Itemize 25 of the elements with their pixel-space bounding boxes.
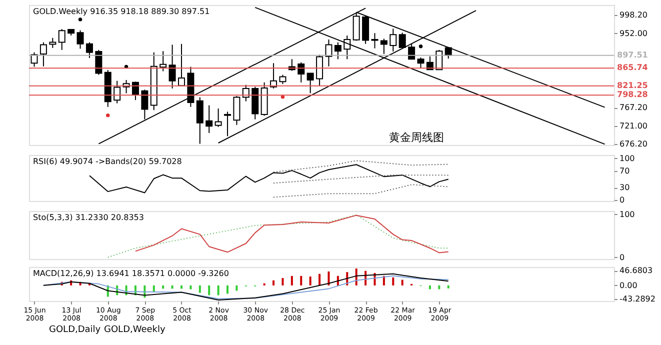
y-tick-label: 0 — [620, 252, 625, 262]
annotation: 黄金周线图 — [389, 131, 444, 144]
ref-line-label: 821.25 — [617, 80, 648, 90]
chart-title: Sto(5,3,3) 31.2330 20.8353 — [33, 213, 144, 222]
y-tick-label: 100 — [620, 210, 635, 219]
chart-title: GOLD.Weekly 916.35 918.18 889.30 897.51 — [33, 7, 210, 16]
y-tick-label: 0.00 — [620, 280, 638, 290]
ref-line-label: 798.28 — [617, 90, 648, 100]
y-tick-label: 0 — [620, 196, 625, 205]
y-tick-label: 46.6803 — [620, 266, 653, 276]
y-tick-label: 30 — [620, 183, 630, 192]
y-tick-label: 676.20 — [620, 140, 648, 149]
y-tick-label: 70 — [620, 166, 630, 176]
ref-line-label: 865.74 — [617, 63, 648, 72]
text: GOLD,Daily — [49, 325, 102, 335]
y-tick-label: 767.20 — [620, 103, 648, 112]
y-tick-label: 721.00 — [620, 122, 648, 131]
y-tick-label: -43.2892 — [620, 294, 656, 304]
y-tick-label: 100 — [620, 154, 635, 163]
ref-line-label: 897.51 — [617, 50, 648, 60]
y-tick-label: 952.00 — [620, 28, 648, 38]
y-tick-label: 998.20 — [620, 10, 648, 20]
chart-title: MACD(12,26,9) 13.6941 18.3571 0.0000 -9.3260 — [33, 269, 229, 278]
chart-title: RSI(6) 49.9074 ->Bands(20) 59.7028 — [33, 157, 182, 166]
text: GOLD,Weekly — [104, 325, 166, 335]
